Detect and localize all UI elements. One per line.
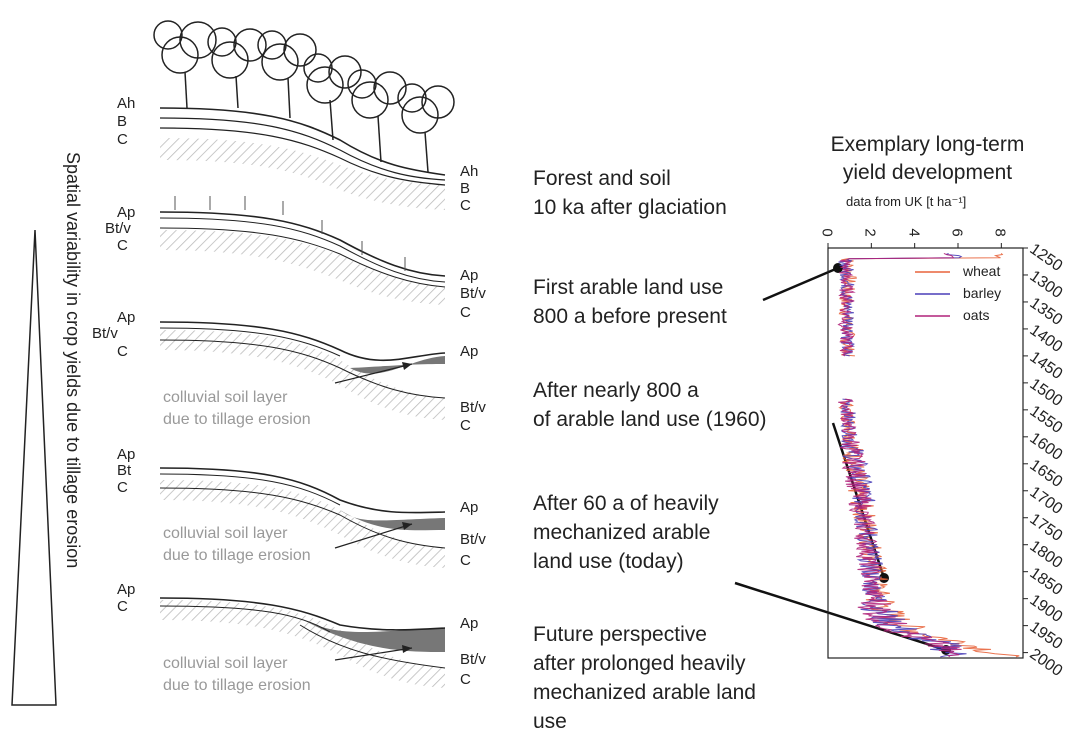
horizon-label-right: C [460, 417, 471, 434]
horizon-label-left: C [117, 598, 128, 615]
chart-legend [915, 271, 950, 317]
horizon-label-left: C [117, 479, 128, 496]
series-line-wheat [838, 398, 1020, 658]
colluvial-label: colluvial soil layer [163, 525, 288, 542]
chart-subtitle: data from UK [t ha⁻¹] [846, 194, 967, 209]
stage-2-title: First arable land use 800 a before presen… [533, 276, 727, 328]
series-line-oats [838, 398, 962, 658]
horizon-label-left: Ap [117, 309, 136, 326]
horizon-label-right: Bt/v [460, 651, 486, 668]
horizon-label-right: C [460, 671, 471, 688]
stage-1-profile [153, 20, 455, 210]
horizon-label-right: Ap [460, 615, 479, 632]
x-tick-label: 4 [905, 228, 923, 237]
horizon-label-left: C [117, 131, 128, 148]
horizon-label-right: Ap [460, 343, 479, 360]
stage-4-title: After 60 a of heavily mechanized arable la… [533, 492, 719, 573]
colluvial-label: due to tillage erosion [163, 411, 311, 428]
horizon-label-left: Ap [117, 204, 136, 221]
x-tick-label: 8 [992, 228, 1009, 237]
connector-dot-1960 [879, 573, 889, 583]
horizon-label-left: Ah [117, 95, 136, 112]
chart-series-group [837, 252, 1020, 658]
series-line-barley [838, 252, 963, 357]
stage-1-title: Forest and soil 10 ka after glaciation [533, 167, 727, 219]
horizon-label-left: C [117, 237, 128, 254]
stage-2-profile [159, 196, 446, 305]
colluvial-label: due to tillage erosion [163, 547, 311, 564]
legend-label: barley [963, 285, 1002, 301]
chart-title: Exemplary long-term yield development [830, 133, 1025, 184]
colluvial-label: colluvial soil layer [163, 655, 288, 672]
colluvial-label: colluvial soil layer [163, 389, 288, 406]
stage-3-profile [159, 321, 446, 420]
forest-trees [153, 20, 455, 173]
stage-5-profile [159, 597, 446, 688]
stage-5-title: Future perspective after prolonged heavil… [533, 623, 756, 733]
x-tick-label: 6 [948, 228, 966, 237]
horizon-label-right: C [460, 304, 471, 321]
horizon-label-right: C [460, 197, 471, 214]
series-line-oats [837, 252, 955, 357]
horizon-label-right: Ap [460, 267, 479, 284]
x-tick-label: 0 [818, 228, 836, 237]
chart-axis-ticks [827, 243, 1028, 654]
chart-frame [827, 247, 1024, 659]
colluvial-label: due to tillage erosion [163, 677, 311, 694]
horizon-label-left: Ap [117, 581, 136, 598]
horizon-label-left: Bt/v [105, 220, 131, 237]
horizon-label-right: Bt/v [460, 399, 486, 416]
x-tick-label: 2 [862, 228, 879, 237]
legend-label: oats [963, 307, 990, 323]
horizon-label-right: Ah [460, 163, 479, 180]
horizon-label-left: Ap [117, 446, 136, 463]
stage-3-title: After nearly 800 a of arable land use (19… [533, 379, 767, 431]
stage-4-profile [159, 467, 446, 568]
horizon-label-right: Ap [460, 499, 479, 516]
left-axis-label: Spatial variability in crop yields due t… [63, 152, 83, 569]
horizon-label-right: C [460, 552, 471, 569]
horizon-label-right: Bt/v [460, 531, 486, 548]
horizon-label-left: B [117, 113, 128, 130]
horizon-label-right: Bt/v [460, 285, 486, 302]
horizon-label-left: Bt/v [92, 325, 118, 342]
horizon-label-right: B [460, 180, 471, 197]
series-line-barley [840, 398, 967, 658]
horizon-label-left: C [117, 343, 128, 360]
variability-triangle [11, 229, 57, 706]
horizon-label-left: Bt [117, 462, 132, 479]
legend-label: wheat [963, 263, 1001, 279]
